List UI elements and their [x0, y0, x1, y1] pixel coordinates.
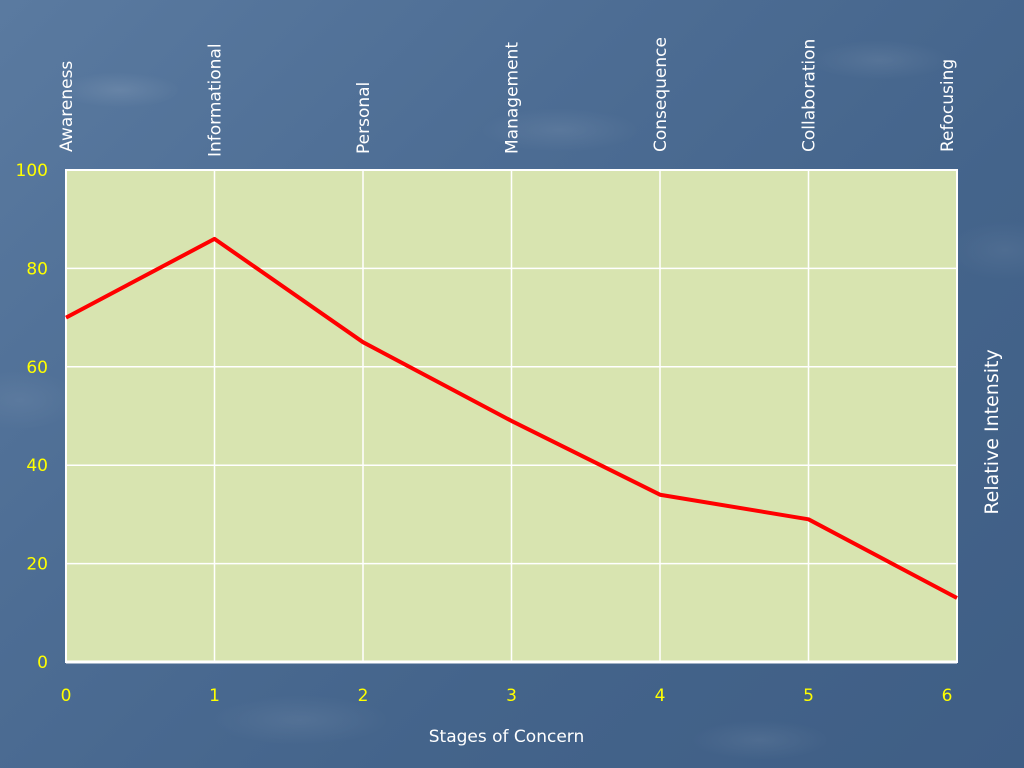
y-tick-label: 60	[26, 358, 48, 378]
x-tick-label: 5	[803, 686, 814, 706]
grid	[66, 170, 957, 664]
stage-label: Refocusing	[938, 59, 958, 152]
x-tick-label: 2	[358, 686, 369, 706]
series-line	[65, 236, 958, 600]
x-tick-label: 0	[61, 686, 72, 706]
stage-label: Informational	[206, 43, 226, 157]
stage-label: Collaboration	[800, 39, 820, 152]
x-axis-title: Stages of Concern	[429, 727, 585, 747]
x-tick-label: 1	[209, 686, 220, 706]
y-tick-label: 20	[26, 555, 48, 575]
y-tick-label: 0	[37, 653, 48, 673]
x-tick-label: 4	[655, 686, 666, 706]
stage-labels: Awareness Informational Personal Management…	[57, 37, 958, 157]
y-tick-label: 40	[26, 456, 48, 476]
y-tick-label: 80	[26, 259, 48, 279]
series-layer	[65, 236, 958, 600]
y-tick-labels: 0 20 40 60 80 100	[16, 161, 48, 673]
stage-label: Management	[503, 42, 523, 154]
x-tick-labels: 0 1 2 3 4 5 6	[61, 686, 953, 706]
stage-label: Awareness	[57, 61, 77, 152]
y-axis-title: Relative Intensity	[981, 349, 1003, 514]
x-tick-label: 6	[942, 686, 953, 706]
stage-label: Consequence	[651, 37, 671, 152]
stage-label: Personal	[354, 82, 374, 154]
x-tick-label: 3	[506, 686, 517, 706]
y-tick-label: 100	[16, 161, 48, 181]
